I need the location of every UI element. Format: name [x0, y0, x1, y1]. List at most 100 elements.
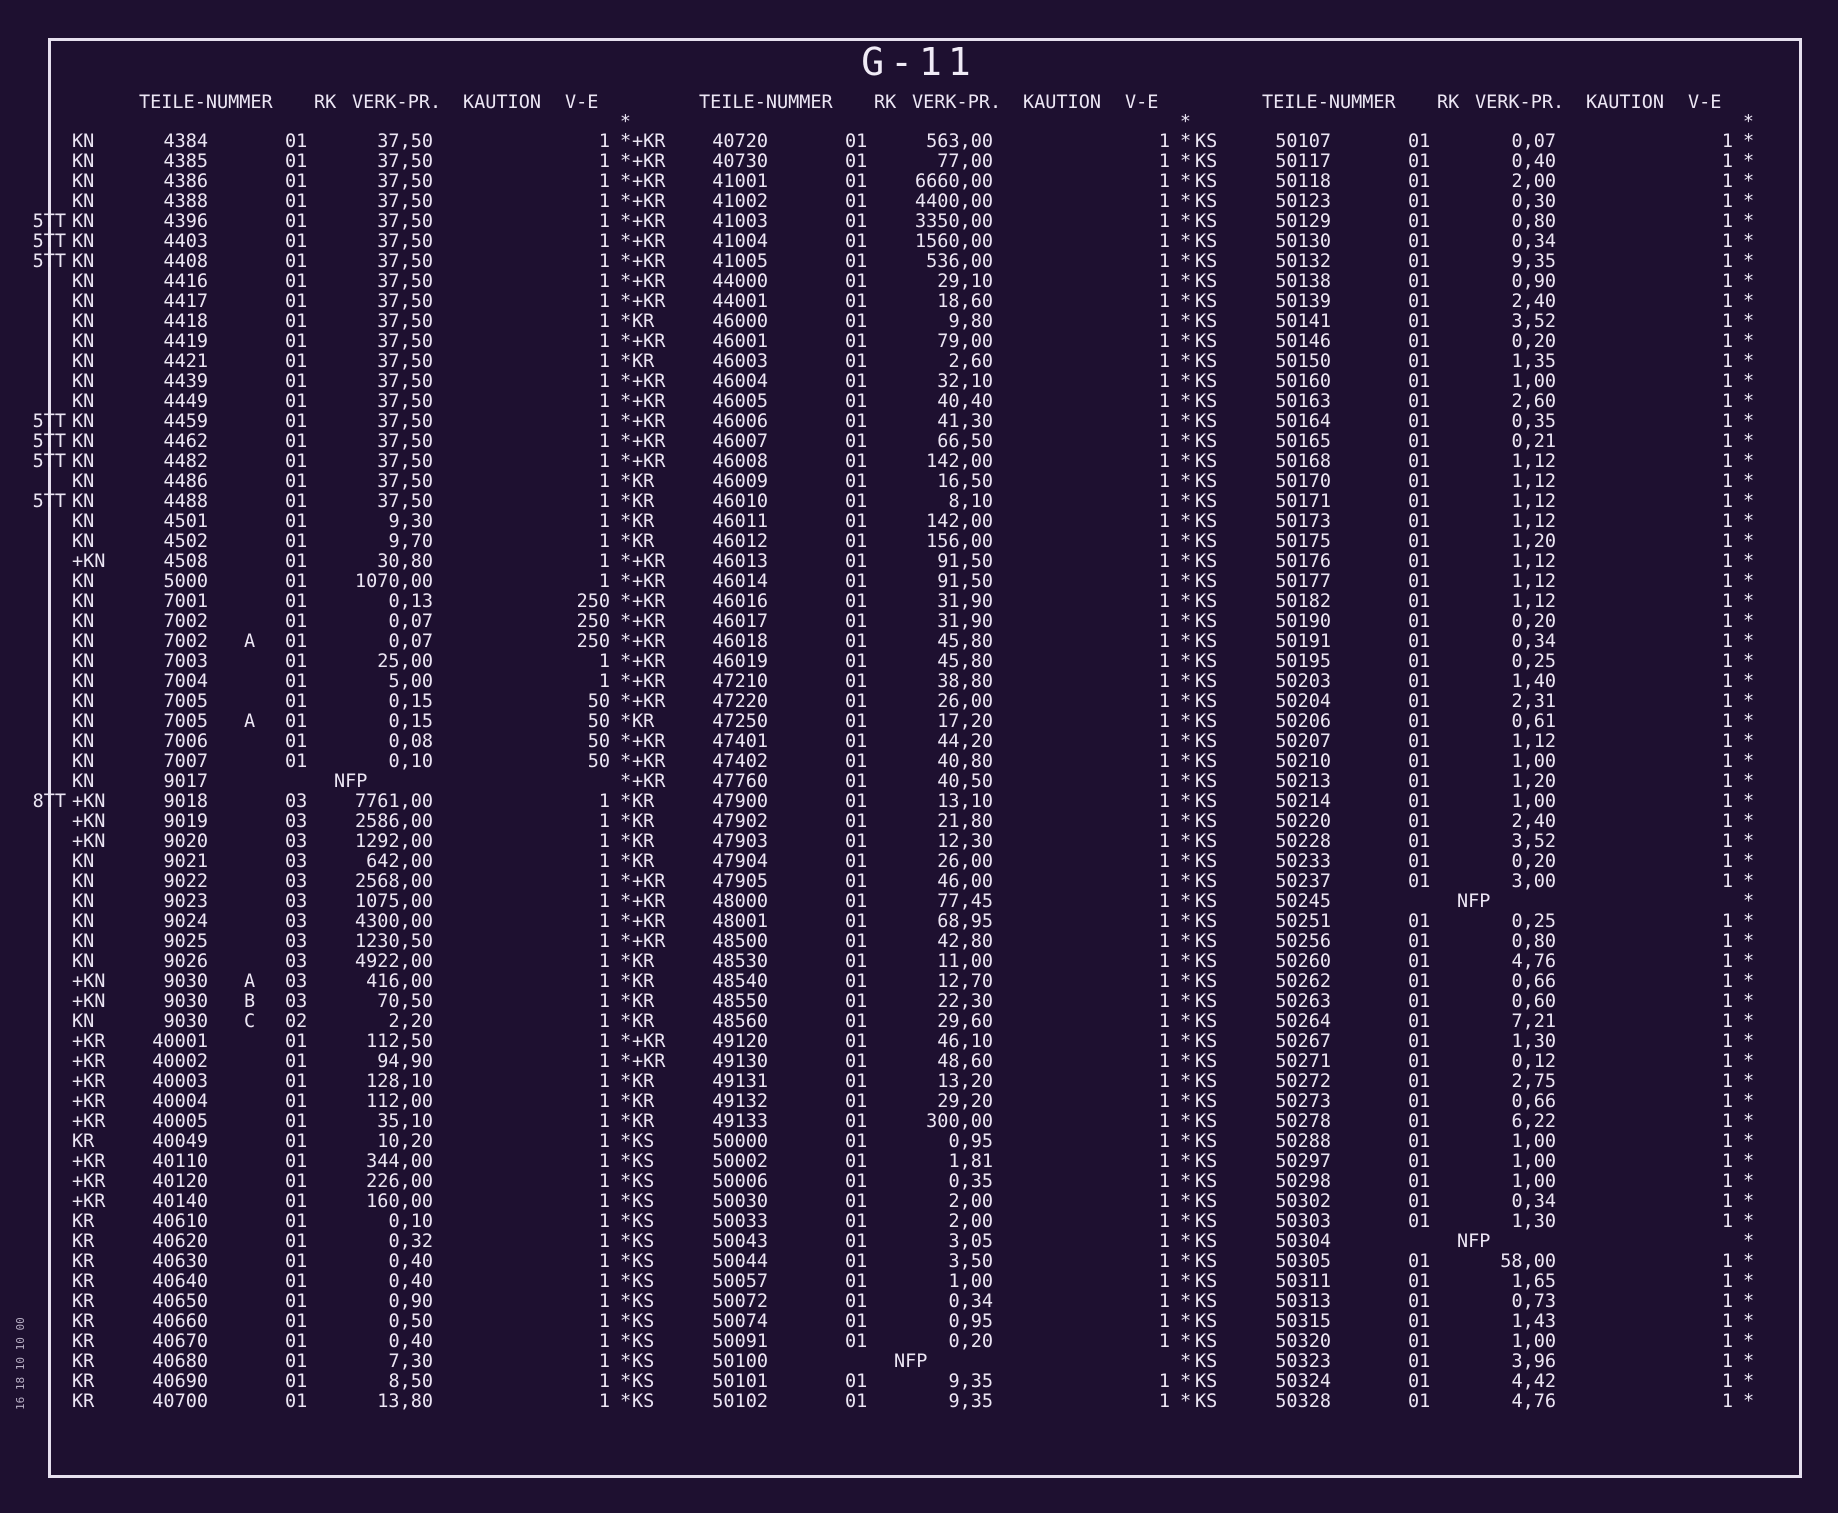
table-row: KN 7005 01 0,15 50 * [4, 692, 664, 712]
table-row: KR 47900 01 13,10 1 * [564, 792, 1224, 812]
sale-price: 8,50 [388, 1371, 433, 1392]
sale-price: 68,95 [937, 911, 993, 932]
part-number: 46016 [712, 591, 768, 612]
part-prefix: KS [1195, 931, 1218, 952]
part-number: 50273 [1275, 1091, 1331, 1112]
kaution-value: 1 [1721, 1191, 1733, 1212]
kaution-value: 1 [598, 251, 610, 272]
sale-price: 2,40 [1511, 291, 1556, 312]
rk-code: 01 [285, 311, 308, 332]
ve-star: * [620, 431, 632, 452]
ve-star: * [620, 1331, 632, 1352]
ve-star: * [620, 991, 632, 1012]
rk-code: 01 [1408, 951, 1431, 972]
part-prefix: KS [1195, 1151, 1218, 1172]
ve-star: * [1180, 1051, 1192, 1072]
ve-star: * [1180, 251, 1192, 272]
table-row: KS 50271 01 0,12 1 * [1127, 1052, 1787, 1072]
part-prefix: KR [632, 951, 655, 972]
kaution-value: 1 [1721, 511, 1733, 532]
sale-price: 6,22 [1511, 1111, 1556, 1132]
kaution-value: 1 [598, 1271, 610, 1292]
sale-price: 30,80 [377, 551, 433, 572]
kaution-value: 1 [598, 1191, 610, 1212]
table-row: +KR 46006 01 41,30 1 * [564, 412, 1224, 432]
part-number: 50002 [712, 1151, 768, 1172]
sale-price: 0,35 [948, 1171, 993, 1192]
ve-star: * [620, 871, 632, 892]
part-number: 50176 [1275, 551, 1331, 572]
rk-code: 01 [1408, 1371, 1431, 1392]
part-prefix: +KR [632, 691, 666, 712]
table-row: KR 49132 01 29,20 1 * [564, 1092, 1224, 1112]
kaution-value: 1 [1721, 631, 1733, 652]
part-prefix: KN [72, 231, 95, 252]
kaution-value: 1 [1158, 551, 1170, 572]
kaution-value: 1 [1158, 331, 1170, 352]
sale-price: 0,10 [388, 751, 433, 772]
rk-code: 01 [845, 931, 868, 952]
sale-price: 16,50 [937, 471, 993, 492]
rk-code: 01 [1408, 631, 1431, 652]
kaution-value: 1 [1721, 171, 1733, 192]
kaution-value: 1 [598, 511, 610, 532]
part-number: 50139 [1275, 291, 1331, 312]
rk-code: 01 [285, 1331, 308, 1352]
ve-star: * [1743, 1271, 1755, 1292]
sale-price: 3,96 [1511, 1351, 1556, 1372]
table-row: KS 50129 01 0,80 1 * [1127, 212, 1787, 232]
part-prefix: KR [632, 1011, 655, 1032]
table-row: KN 7005 A 01 0,15 50 * [4, 712, 664, 732]
sale-price: 9,80 [948, 311, 993, 332]
header-ve: V-E [565, 92, 599, 113]
ve-star: * [620, 731, 632, 752]
table-row: 8TT +KN 9018 03 7761,00 1 * [4, 792, 664, 812]
sale-price: 1070,00 [355, 571, 433, 592]
sale-price: 0,20 [1511, 851, 1556, 872]
table-row: KR 40049 01 10,20 1 * [4, 1132, 664, 1152]
sale-price: 0,15 [388, 691, 433, 712]
part-number: 50132 [1275, 251, 1331, 272]
kaution-value: 1 [1721, 491, 1733, 512]
part-prefix: KS [1195, 651, 1218, 672]
part-prefix: +KR [72, 1171, 106, 1192]
part-number: 4416 [163, 271, 208, 292]
part-number: 40120 [152, 1171, 208, 1192]
part-prefix: KS [1195, 1351, 1218, 1372]
table-row: KS 50170 01 1,12 1 * [1127, 472, 1787, 492]
rk-code: 01 [1408, 1271, 1431, 1292]
ve-star: * [620, 1111, 632, 1132]
ve-star: * [1180, 1391, 1192, 1412]
table-row: +KR 46018 01 45,80 1 * [564, 632, 1224, 652]
kaution-value: 1 [1721, 311, 1733, 332]
table-row: KN 4449 01 37,50 1 * [4, 392, 664, 412]
kaution-value: 1 [598, 271, 610, 292]
ve-star: * [1180, 891, 1192, 912]
part-prefix: KS [1195, 571, 1218, 592]
kaution-value: 1 [1721, 1091, 1733, 1112]
kaution-value: 1 [1158, 391, 1170, 412]
sale-price: 7761,00 [355, 791, 433, 812]
kaution-value: 1 [1721, 791, 1733, 812]
nfp-marker: NFP [334, 771, 368, 792]
rk-code: 01 [845, 551, 868, 572]
row-prefix-code: 5TT [32, 231, 66, 252]
sale-price: 11,00 [937, 951, 993, 972]
part-number: 47760 [712, 771, 768, 792]
table-row: KS 50214 01 1,00 1 * [1127, 792, 1787, 812]
kaution-value: 1 [598, 1251, 610, 1272]
kaution-value: 1 [598, 351, 610, 372]
ve-star: * [1743, 471, 1755, 492]
part-number: 50204 [1275, 691, 1331, 712]
ve-star: * [1743, 511, 1755, 532]
part-prefix: KN [72, 571, 95, 592]
column-header-2: TEILE-NUMMER RK VERK-PR. KAUTION V-E [560, 90, 1220, 116]
sale-price: 0,80 [1511, 931, 1556, 952]
rk-code: 01 [845, 471, 868, 492]
sale-price: 0,35 [1511, 411, 1556, 432]
table-row: +KR 44001 01 18,60 1 * [564, 292, 1224, 312]
part-number: 7003 [163, 651, 208, 672]
ve-star: * [620, 691, 632, 712]
kaution-value: 1 [1158, 671, 1170, 692]
part-number: 47250 [712, 711, 768, 732]
